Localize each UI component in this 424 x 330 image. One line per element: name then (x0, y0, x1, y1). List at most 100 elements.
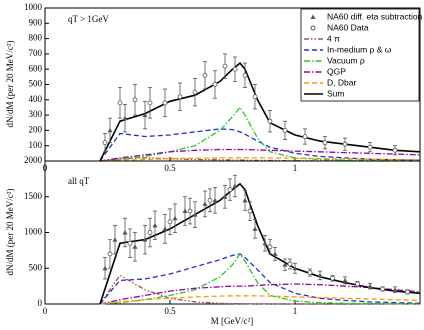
data-point (292, 265, 298, 271)
legend-label: In-medium ρ & ω (327, 44, 392, 54)
data-point (342, 277, 348, 283)
legend-box (300, 8, 420, 102)
data-point (342, 141, 348, 147)
data-point (392, 287, 398, 292)
curve (99, 283, 421, 305)
data-point (302, 134, 308, 139)
data-point (117, 100, 123, 106)
y-tick-label: 1000 (24, 2, 43, 12)
data-point (202, 72, 208, 78)
x-axis-label: M [GeV/c²] (211, 316, 253, 326)
data-point (172, 215, 178, 221)
data-point (192, 212, 198, 217)
legend-label: D, Dbar (327, 77, 356, 87)
data-point (307, 270, 313, 275)
data-point (182, 208, 188, 214)
data-point (152, 222, 158, 228)
data-point (242, 72, 248, 78)
data-point (222, 194, 228, 199)
data-point (247, 208, 253, 214)
panel-annotation: qT > 1GeV (68, 14, 109, 24)
data-point (132, 244, 138, 249)
data-point (167, 219, 173, 225)
y-tick-label: 100 (29, 140, 43, 150)
curve (99, 148, 421, 162)
y-tick-label: 600 (29, 63, 43, 73)
data-point (272, 251, 278, 256)
data-point (322, 140, 328, 146)
legend-marker (310, 25, 316, 31)
y-tick-label: 0 (38, 298, 43, 308)
legend-marker (310, 14, 316, 19)
y-axis-label: dN/dM (per 20 MeV/c²) (5, 41, 15, 128)
data-point (162, 226, 168, 231)
data-point (267, 118, 273, 124)
curve (99, 128, 421, 162)
y-tick-label: 200 (29, 124, 43, 134)
data-point (177, 94, 183, 100)
curve (99, 295, 421, 305)
y-tick-label: 500 (29, 262, 43, 272)
data-point (267, 244, 273, 250)
data-point (147, 230, 153, 235)
legend-label: NA60 diff. eta subtraction (327, 11, 423, 21)
legend-label: Sum (327, 88, 344, 98)
y-tick-label: 1000 (24, 227, 43, 237)
data-point (222, 63, 228, 69)
y-tick-label: 1500 (24, 191, 43, 201)
curve (99, 253, 421, 305)
y-tick-label: 700 (29, 48, 43, 58)
data-point (122, 115, 128, 121)
data-point (227, 187, 233, 193)
data-point (242, 197, 248, 203)
x-tick-label: 0 (43, 306, 48, 316)
legend-label: 4 π (327, 33, 340, 43)
data-point (142, 237, 148, 242)
plot-frame (44, 160, 421, 305)
data-point (317, 272, 323, 278)
legend-label: QGP (327, 66, 346, 76)
legend-label: NA60 Data (327, 22, 369, 32)
y-axis-label: dN/dM (per 20 MeV/c²) (5, 189, 15, 276)
data-point (355, 281, 360, 287)
curve (99, 252, 421, 305)
data-point (287, 261, 293, 267)
data-point (202, 201, 208, 206)
y-tick-label: 2000 (24, 155, 43, 165)
x-tick-label: 1 (293, 306, 298, 316)
data-point (392, 147, 398, 153)
y-tick-label: 400 (29, 94, 43, 104)
data-point (282, 127, 288, 133)
data-point (252, 226, 258, 231)
data-point (187, 208, 193, 214)
data-point (142, 112, 148, 118)
data-point (122, 230, 128, 235)
data-point (132, 97, 138, 103)
data-point (232, 66, 238, 72)
data-point (102, 140, 108, 146)
y-tick-label: 800 (29, 33, 43, 43)
panel-annotation: all qT (68, 176, 90, 186)
x-tick-label: 0.5 (164, 306, 176, 316)
y-tick-label: 500 (29, 79, 43, 89)
x-tick-label: 1 (293, 163, 298, 173)
legend-label: Vacuum ρ (327, 55, 365, 65)
data-point (252, 94, 258, 100)
data-point (112, 237, 118, 242)
data-point (282, 262, 288, 267)
y-tick-label: 900 (29, 17, 43, 27)
data-point (192, 89, 198, 95)
data-point (212, 197, 218, 203)
data-point (330, 275, 335, 281)
data-point (367, 144, 373, 150)
data-point (107, 127, 113, 133)
x-tick-label: 0.5 (164, 163, 176, 173)
curve (99, 182, 421, 305)
data-point (127, 240, 133, 246)
data-point (367, 283, 373, 289)
data-point (147, 100, 153, 106)
curve (99, 157, 421, 162)
data-point (232, 183, 238, 189)
